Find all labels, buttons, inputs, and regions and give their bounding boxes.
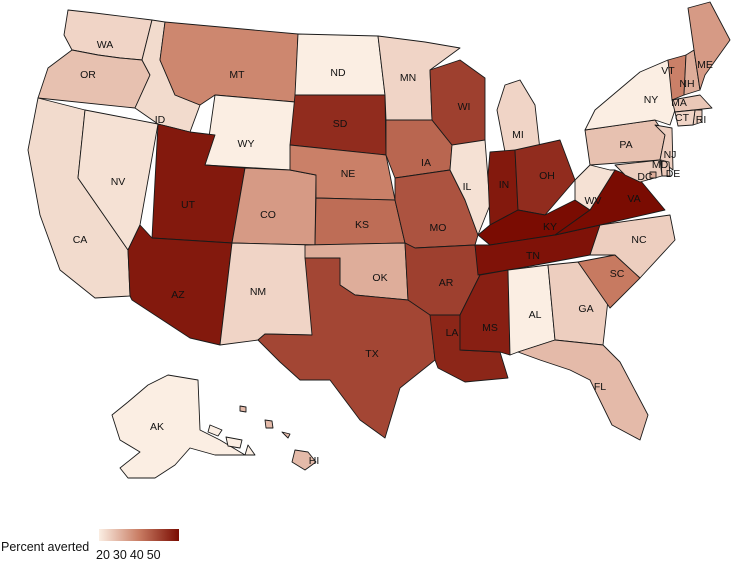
- state-me: [687, 1, 731, 91]
- state-label-ok: OK: [372, 272, 387, 284]
- state-label-nv: NV: [111, 176, 126, 188]
- state-ma: [671, 94, 713, 113]
- state-label-pa: PA: [619, 139, 632, 151]
- state-label-la: LA: [446, 327, 459, 339]
- state-label-nh: NH: [679, 78, 694, 90]
- state-oh: [514, 139, 576, 216]
- state-label-tx: TX: [365, 348, 378, 360]
- state-label-fl: FL: [594, 381, 606, 393]
- state-label-dc: DC: [637, 171, 653, 183]
- state-label-al: AL: [529, 309, 542, 321]
- state-label-mo: MO: [430, 222, 447, 234]
- legend-tick: 40: [129, 548, 144, 562]
- state-label-oh: OH: [539, 170, 555, 182]
- state-mi: [496, 79, 541, 153]
- state-hi: [239, 405, 247, 413]
- state-label-ny: NY: [644, 94, 659, 106]
- state-label-ne: NE: [341, 168, 356, 180]
- state-fl: [517, 339, 649, 441]
- state-label-ks: KS: [355, 219, 369, 231]
- legend-tick: 20: [96, 548, 110, 562]
- state-dc: [649, 171, 657, 179]
- state-label-wa: WA: [97, 39, 114, 51]
- state-label-md: MD: [652, 159, 669, 171]
- state-tx: [257, 257, 436, 439]
- state-co: [231, 167, 317, 246]
- state-label-ky: KY: [543, 221, 557, 233]
- state-label-or: OR: [80, 69, 96, 81]
- state-label-ak: AK: [150, 421, 164, 433]
- state-label-me: ME: [697, 59, 713, 71]
- legend-tick: 50: [146, 548, 161, 562]
- state-label-ut: UT: [181, 199, 196, 211]
- state-nd: [294, 33, 386, 96]
- state-label-id: ID: [155, 114, 166, 126]
- legend-color-bar: [99, 529, 179, 541]
- state-label-vt: VT: [661, 65, 675, 77]
- state-label-hi: HI: [309, 455, 320, 467]
- state-label-nd: ND: [330, 67, 346, 79]
- state-label-ma: MA: [671, 97, 687, 109]
- state-label-ga: GA: [578, 303, 593, 315]
- state-wy: [204, 94, 296, 171]
- state-label-ri: RI: [696, 114, 707, 126]
- state-label-mn: MN: [400, 72, 416, 84]
- state-ak: [207, 424, 223, 437]
- state-label-wv: WV: [585, 195, 602, 207]
- state-label-in: IN: [499, 179, 510, 191]
- state-hi: [264, 419, 274, 429]
- state-label-il: IL: [463, 181, 472, 193]
- state-label-mi: MI: [512, 129, 524, 141]
- state-ak: [225, 436, 243, 449]
- state-ak: [111, 374, 256, 479]
- state-label-ct: CT: [675, 112, 690, 124]
- legend-title: Percent averted: [1, 540, 90, 554]
- state-label-de: DE: [666, 168, 681, 180]
- state-ny: [584, 59, 676, 131]
- state-label-co: CO: [260, 209, 276, 221]
- state-label-sc: SC: [610, 268, 625, 280]
- state-label-mt: MT: [229, 69, 245, 81]
- state-label-tn: TN: [526, 250, 540, 262]
- state-label-va: VA: [627, 193, 640, 205]
- state-label-ia: IA: [421, 157, 431, 169]
- state-hi: [291, 449, 317, 471]
- state-label-wi: WI: [458, 101, 471, 113]
- legend-tick: 30: [112, 548, 127, 562]
- state-label-ms: MS: [482, 322, 498, 334]
- legend-ticks: 20 30 40 50: [96, 548, 164, 562]
- state-az: [127, 224, 233, 346]
- state-label-az: AZ: [171, 289, 185, 301]
- state-hi: [281, 431, 291, 439]
- state-label-ca: CA: [73, 234, 88, 246]
- state-label-ar: AR: [439, 277, 454, 289]
- state-ct: [674, 109, 696, 127]
- state-label-sd: SD: [333, 118, 348, 130]
- state-mt: [159, 21, 299, 106]
- state-label-wy: WY: [238, 138, 255, 150]
- state-label-nm: NM: [250, 286, 266, 298]
- states-layer: [27, 1, 731, 479]
- state-nm: [219, 242, 316, 346]
- state-label-nc: NC: [631, 234, 647, 246]
- state-label-nj: NJ: [664, 149, 677, 161]
- labels-layer: WA OR CA NV ID MT WY UT AZ CO NM ND SD NE KS OK TX MN IA MO…: [73, 39, 713, 467]
